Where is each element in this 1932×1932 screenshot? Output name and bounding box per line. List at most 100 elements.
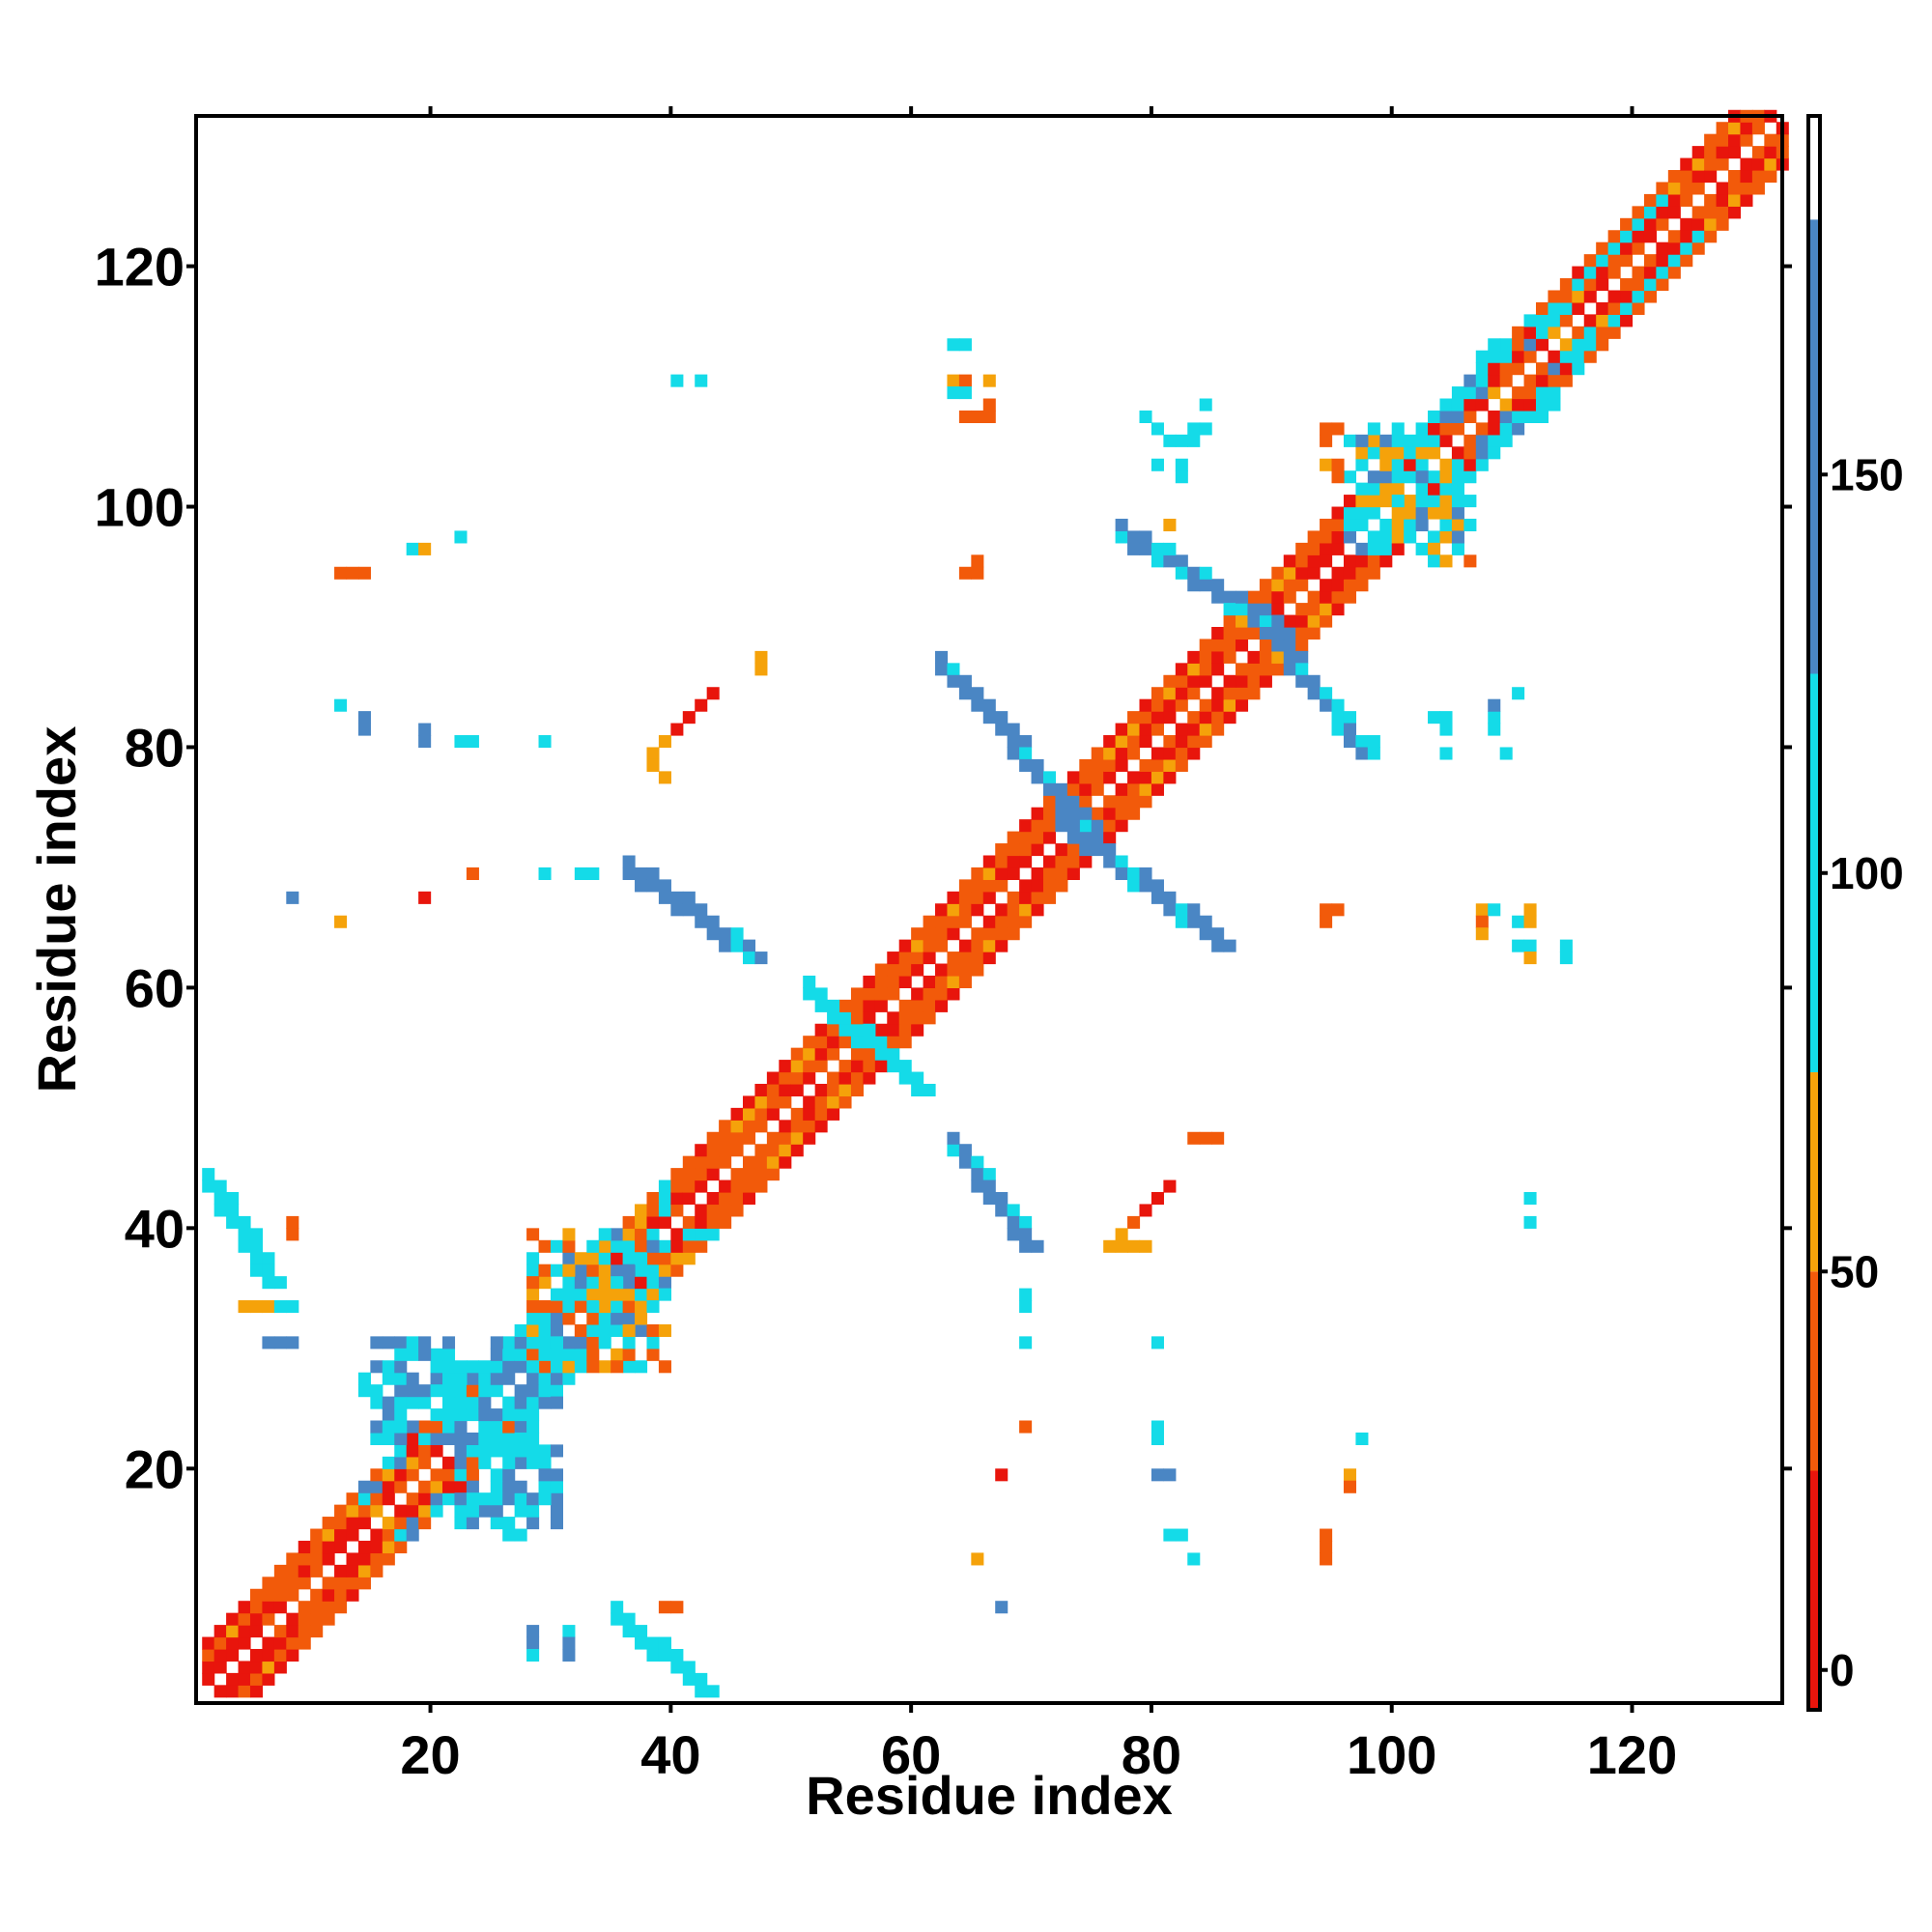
heatmap-cell bbox=[947, 663, 960, 676]
heatmap-cell bbox=[1295, 542, 1309, 555]
heatmap-cell bbox=[1091, 758, 1104, 772]
heatmap-cell bbox=[1704, 230, 1718, 243]
heatmap-cell bbox=[1320, 590, 1333, 604]
heatmap-cell bbox=[1667, 242, 1681, 255]
heatmap-cell bbox=[1643, 217, 1657, 231]
heatmap-cell bbox=[1596, 338, 1609, 352]
heatmap-cell bbox=[635, 1625, 648, 1638]
heatmap-cell bbox=[874, 975, 888, 989]
heatmap-cell bbox=[1367, 434, 1380, 447]
heatmap-cell bbox=[1451, 446, 1464, 460]
heatmap-cell bbox=[394, 1504, 408, 1518]
heatmap-cell bbox=[1451, 470, 1464, 484]
heatmap-cell bbox=[1439, 470, 1453, 484]
heatmap-cell bbox=[971, 891, 984, 904]
heatmap-cell bbox=[646, 1228, 660, 1241]
heatmap-cell bbox=[1680, 182, 1693, 195]
heatmap-cell bbox=[670, 1168, 684, 1181]
heatmap-cell bbox=[1632, 301, 1645, 315]
heatmap-cell bbox=[670, 1264, 684, 1277]
heatmap-cell bbox=[1463, 374, 1477, 387]
heatmap-cell bbox=[898, 1036, 912, 1049]
heatmap-cell bbox=[1667, 206, 1681, 219]
heatmap-cell bbox=[863, 1036, 876, 1049]
heatmap-cell bbox=[346, 1588, 359, 1602]
heatmap-cell bbox=[1091, 807, 1104, 820]
heatmap-cell bbox=[1236, 698, 1249, 712]
heatmap-cell bbox=[1620, 242, 1634, 255]
heatmap-cell bbox=[1320, 698, 1333, 712]
heatmap-cell bbox=[742, 1120, 756, 1133]
heatmap-cell bbox=[1295, 603, 1309, 616]
heatmap-cell bbox=[1283, 650, 1296, 664]
heatmap-cell bbox=[1007, 867, 1020, 880]
heatmap-cell bbox=[538, 1468, 552, 1482]
heatmap-cell bbox=[406, 1528, 419, 1542]
heatmap-cell bbox=[1475, 374, 1489, 387]
heatmap-cell bbox=[1175, 566, 1188, 580]
heatmap-cell bbox=[742, 1179, 756, 1193]
heatmap-cell bbox=[1428, 470, 1441, 484]
heatmap-cell bbox=[202, 1672, 215, 1686]
heatmap-cell bbox=[803, 1095, 816, 1109]
heatmap-cell bbox=[670, 1601, 684, 1614]
heatmap-cell bbox=[526, 1432, 540, 1445]
heatmap-cell bbox=[514, 1492, 527, 1506]
heatmap-cell bbox=[1439, 458, 1453, 471]
heatmap-cell bbox=[370, 1336, 384, 1350]
heatmap-cell bbox=[695, 1144, 708, 1157]
heatmap-cell bbox=[766, 1083, 780, 1097]
heatmap-cell bbox=[598, 1323, 611, 1337]
heatmap-cell bbox=[838, 1095, 852, 1109]
heatmap-cell bbox=[1535, 362, 1549, 376]
heatmap-cell bbox=[418, 1480, 432, 1493]
heatmap-cell bbox=[298, 1601, 311, 1614]
heatmap-cell bbox=[971, 927, 984, 941]
heatmap-cell bbox=[538, 1384, 552, 1398]
heatmap-cell bbox=[1115, 747, 1128, 760]
heatmap-cell bbox=[754, 952, 768, 965]
heatmap-cell bbox=[947, 975, 960, 989]
heatmap-cell bbox=[635, 1239, 648, 1253]
heatmap-cell bbox=[1355, 1432, 1369, 1445]
heatmap-cell bbox=[1259, 674, 1272, 688]
heatmap-cell bbox=[526, 1517, 540, 1530]
heatmap-cell bbox=[514, 1420, 527, 1434]
heatmap-cell bbox=[1512, 939, 1525, 952]
heatmap-cell bbox=[598, 1360, 611, 1374]
heatmap-cell bbox=[502, 1432, 516, 1445]
heatmap-cell bbox=[1343, 554, 1356, 568]
heatmap-cell bbox=[1572, 326, 1585, 339]
heatmap-cell bbox=[454, 530, 468, 544]
heatmap-cell bbox=[538, 1239, 552, 1253]
heatmap-cell bbox=[357, 1384, 371, 1398]
y-tick-label: 120 bbox=[95, 237, 185, 298]
heatmap-cell bbox=[622, 1215, 636, 1229]
heatmap-cell bbox=[1751, 170, 1765, 184]
heatmap-cell bbox=[1451, 530, 1464, 544]
heatmap-cell bbox=[226, 1215, 240, 1229]
heatmap-cell bbox=[658, 1648, 671, 1662]
y-tick-label: 100 bbox=[95, 477, 185, 538]
heatmap-cell bbox=[1007, 891, 1020, 904]
heatmap-cell bbox=[1728, 193, 1742, 207]
heatmap-cell bbox=[1139, 530, 1152, 544]
heatmap-cell bbox=[622, 1276, 636, 1290]
heatmap-cell bbox=[1042, 831, 1057, 844]
heatmap-cell bbox=[827, 1071, 840, 1085]
x-axis-label: Residue index bbox=[806, 1765, 1173, 1826]
heatmap-cell bbox=[1535, 301, 1549, 315]
heatmap-cell bbox=[442, 1396, 456, 1409]
heatmap-cell bbox=[1343, 470, 1356, 484]
heatmap-cell bbox=[418, 1420, 432, 1434]
heatmap-cell bbox=[490, 1420, 503, 1434]
heatmap-cell bbox=[1151, 747, 1164, 760]
heatmap-cell bbox=[1187, 663, 1201, 676]
heatmap-cell bbox=[1019, 1288, 1033, 1301]
heatmap-cell bbox=[1187, 915, 1201, 928]
heatmap-cell bbox=[742, 1192, 756, 1206]
heatmap-cell bbox=[803, 1047, 816, 1061]
heatmap-cell bbox=[466, 1517, 479, 1530]
heatmap-cell bbox=[562, 1288, 576, 1301]
heatmap-cell bbox=[695, 1168, 708, 1181]
